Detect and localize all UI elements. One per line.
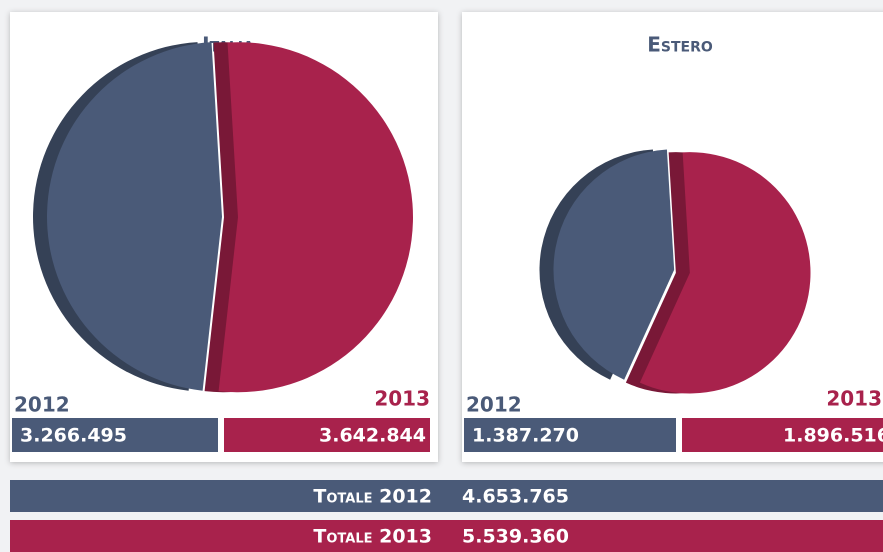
slice bbox=[47, 42, 223, 391]
total-value: 4.653.765 bbox=[462, 486, 569, 508]
total-bar bbox=[10, 480, 883, 512]
panel bbox=[462, 12, 883, 462]
total-bar bbox=[10, 520, 883, 552]
total-label: Totale 2013 bbox=[313, 526, 432, 548]
value-box bbox=[682, 418, 883, 452]
total-value: 5.539.360 bbox=[462, 526, 569, 548]
slice bbox=[218, 42, 413, 393]
legend-label: 2012 bbox=[14, 393, 70, 417]
legend-label: 2013 bbox=[374, 387, 430, 411]
value-box bbox=[12, 418, 218, 452]
slice bbox=[553, 149, 675, 380]
chart-title: Estero bbox=[647, 33, 713, 57]
value-label: 1.387.270 bbox=[472, 425, 579, 447]
value-label: 1.896.516 bbox=[783, 425, 883, 447]
slice bbox=[639, 152, 811, 394]
value-box bbox=[224, 418, 430, 452]
legend-label: 2012 bbox=[466, 393, 522, 417]
total-label: Totale 2012 bbox=[313, 486, 432, 508]
legend-label: 2013 bbox=[826, 387, 882, 411]
value-label: 3.642.844 bbox=[319, 425, 426, 447]
value-box bbox=[464, 418, 676, 452]
value-label: 3.266.495 bbox=[20, 425, 127, 447]
